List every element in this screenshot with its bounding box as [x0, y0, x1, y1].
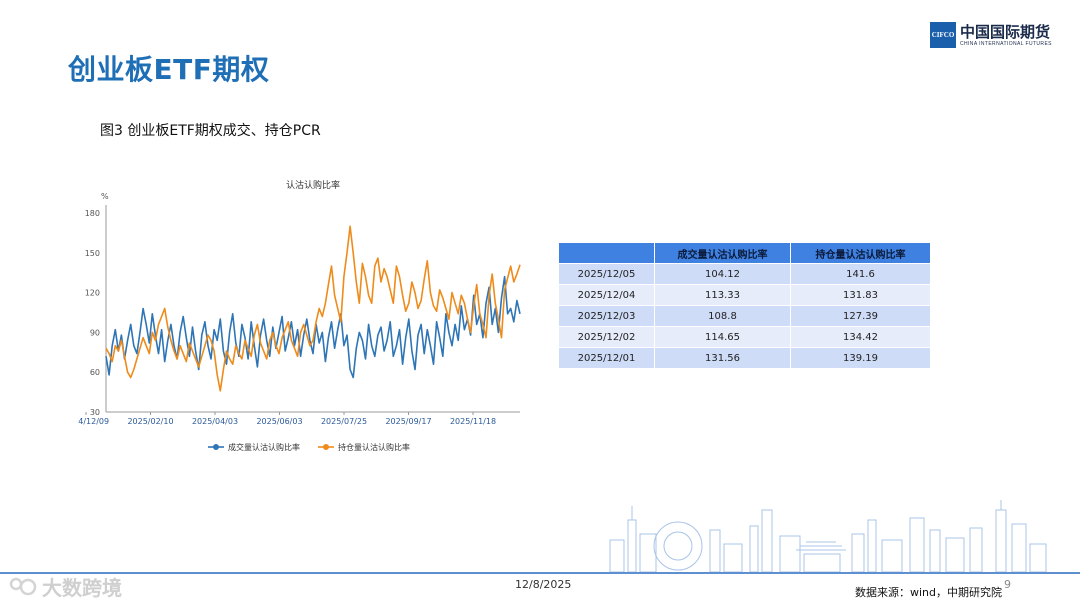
company-logo: CIFCO 中国国际期货 CHINA INTERNATIONAL FUTURES	[930, 22, 1052, 48]
table-cell-volume-pcr: 113.33	[654, 284, 791, 306]
legend-marker-2	[323, 444, 329, 450]
legend-label-1: 成交量认沽认购比率	[228, 442, 300, 452]
logo-badge: CIFCO	[930, 22, 956, 48]
y-tick-label: 60	[90, 368, 100, 377]
x-tick-label: 2025/02/10	[127, 417, 173, 426]
table-cell-oi-pcr: 127.39	[790, 305, 931, 327]
table-row: 2025/12/03 108.8 127.39	[558, 305, 931, 327]
table-header-row: 成交量认沽认购比率 持仓量认沽认购比率	[558, 242, 931, 264]
figure-caption: 图3 创业板ETF期权成交、持仓PCR	[100, 123, 321, 139]
table-cell-volume-pcr: 131.56	[654, 347, 791, 369]
data-source: 数据来源：wind，中期研究院	[855, 586, 1003, 599]
logo-en-text: CHINA INTERNATIONAL FUTURES	[960, 40, 1052, 47]
table-row: 2025/12/02 114.65 134.42	[558, 326, 931, 348]
city-skyline-illustration	[609, 500, 1047, 572]
table-cell-oi-pcr: 139.19	[790, 347, 931, 369]
chart-title: 认沽认购比率	[286, 179, 340, 191]
y-tick-label: 90	[90, 328, 100, 337]
table-cell-date: 2025/12/02	[558, 326, 655, 348]
footer-divider	[0, 572, 1080, 574]
y-tick-label: 30	[90, 408, 100, 417]
table-cell-volume-pcr: 104.12	[654, 263, 791, 285]
watermark-text: 大数跨境	[42, 576, 122, 600]
table-cell-date: 2025/12/04	[558, 284, 655, 306]
series-line-1	[105, 275, 521, 379]
x-tick-label: 2025/11/18	[450, 417, 496, 426]
table-cell-oi-pcr: 141.6	[790, 263, 931, 285]
table-cell-date: 2025/12/01	[558, 347, 655, 369]
x-tick-label: 2024/12/09	[78, 417, 109, 426]
table-header-oi-pcr: 持仓量认沽认购比率	[790, 242, 931, 264]
table-cell-volume-pcr: 114.65	[654, 326, 791, 348]
table-cell-date: 2025/12/03	[558, 305, 655, 327]
table-header-volume-pcr: 成交量认沽认购比率	[654, 242, 791, 264]
footer-date: 12/8/2025	[515, 578, 572, 591]
series-line-2	[105, 225, 521, 392]
x-tick-label: 2025/07/25	[321, 417, 367, 426]
table-cell-volume-pcr: 108.8	[654, 305, 791, 327]
legend-label-2: 持仓量认沽认购比率	[338, 442, 410, 452]
x-tick-label: 2025/09/17	[385, 417, 431, 426]
table-row: 2025/12/01 131.56 139.19	[558, 347, 931, 369]
x-tick-label: 2025/04/03	[192, 417, 238, 426]
y-tick-label: 180	[85, 209, 100, 218]
x-tick-label: 2025/06/03	[256, 417, 302, 426]
pcr-line-chart: 认沽认购比率% 30 60 90 120 150 180 2024/12/09 2025/02/…	[78, 179, 521, 452]
y-tick-label: 150	[85, 249, 100, 258]
table-row: 2025/12/05 104.12 141.6	[558, 263, 931, 285]
table-cell-oi-pcr: 134.42	[790, 326, 931, 348]
legend-marker-1	[213, 444, 219, 450]
watermark: 大数跨境	[8, 572, 122, 601]
table-cell-oi-pcr: 131.83	[790, 284, 931, 306]
watermark-logo-icon	[9, 577, 37, 595]
y-tick-label: 120	[85, 289, 100, 298]
page-title: 创业板ETF期权	[68, 53, 270, 86]
logo-cn-text: 中国国际期货	[960, 22, 1051, 41]
table-header-date	[558, 242, 655, 264]
y-axis-unit: %	[101, 192, 109, 201]
table-cell-date: 2025/12/05	[558, 263, 655, 285]
table-row: 2025/12/04 113.33 131.83	[558, 284, 931, 306]
pcr-table: 成交量认沽认购比率 持仓量认沽认购比率 2025/12/05 104.12 14…	[558, 242, 931, 369]
page-number: 9	[1004, 578, 1011, 591]
